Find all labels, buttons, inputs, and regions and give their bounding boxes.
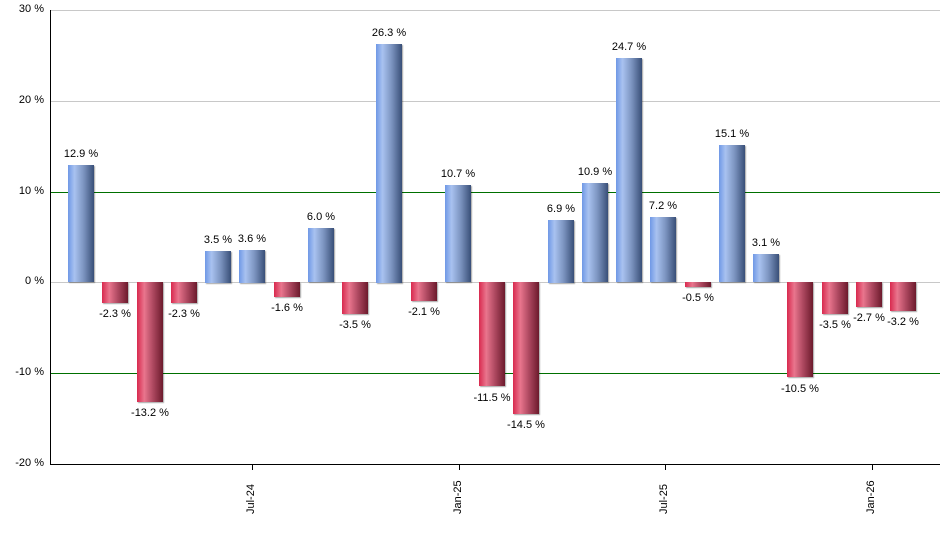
bar-value-label: -3.5 % [819,319,851,331]
bar [719,145,745,282]
y-axis-line [50,10,51,465]
x-tick-label: Jan-25 [452,480,464,514]
bar-value-label: -2.3 % [99,308,131,320]
x-tick-label: Jul-25 [658,484,670,514]
bar [411,282,437,301]
bar-value-label: 3.1 % [751,237,781,249]
y-tick-label: 30 % [18,3,44,15]
x-tick-mark [252,464,253,470]
bar [513,282,539,414]
bar-value-label: -13.2 % [131,407,169,419]
bar-value-label: 7.2 % [648,200,678,212]
bar [685,282,711,287]
bar [548,220,574,283]
y-tick-label: -10 % [15,366,44,378]
bar [239,250,265,283]
reference-line-green [51,192,940,193]
bar [376,44,402,283]
bar-value-label: -14.5 % [507,419,545,431]
x-tick-label: Jul-24 [245,484,257,514]
bar-value-label: -10.5 % [781,383,819,395]
y-tick-label: 0 % [25,275,44,287]
bar-value-label: -2.1 % [408,306,440,318]
bar-value-label: 24.7 % [611,41,647,53]
bar-value-label: 12.9 % [63,148,99,160]
bar [856,282,882,307]
bar-value-label: 3.5 % [203,234,233,246]
x-tick-label: Jan-26 [865,480,877,514]
bar [890,282,916,311]
bar [753,254,779,282]
y-tick-label: 20 % [18,94,44,106]
y-tick-label: -20 % [15,457,44,469]
bar [205,251,231,283]
bar-value-label: 15.1 % [714,128,750,140]
bar-value-label: 10.9 % [577,166,613,178]
bar-value-label: -3.2 % [887,316,919,328]
bar [445,185,471,282]
x-tick-mark [665,464,666,470]
y-tick-label: 10 % [18,185,44,197]
bar-value-label: -0.5 % [682,292,714,304]
bar-value-label: 26.3 % [371,27,407,39]
bar-value-label: 6.9 % [546,203,576,215]
x-tick-mark [872,464,873,470]
bar [68,165,94,282]
bar [308,228,334,282]
bar-value-label: -2.3 % [168,308,200,320]
bar [582,183,608,282]
gridline-gray [51,10,940,11]
bar-value-label: 3.6 % [237,233,267,245]
bar [274,282,300,297]
bar [616,58,642,282]
bar-value-label: -3.5 % [339,319,371,331]
bar [102,282,128,303]
bar [342,282,368,314]
bar [137,282,163,402]
bar [650,217,676,282]
gridline-gray [51,101,940,102]
bar [171,282,197,303]
bar-value-label: -11.5 % [473,392,511,404]
x-tick-mark [459,464,460,470]
bar-value-label: -2.7 % [853,312,885,324]
bar [787,282,813,377]
bar-value-label: -1.6 % [271,302,303,314]
bar-value-label: 10.7 % [440,168,476,180]
bar [479,282,505,386]
bar-value-label: 6.0 % [306,211,336,223]
x-axis-line [50,464,940,465]
bar [822,282,848,314]
